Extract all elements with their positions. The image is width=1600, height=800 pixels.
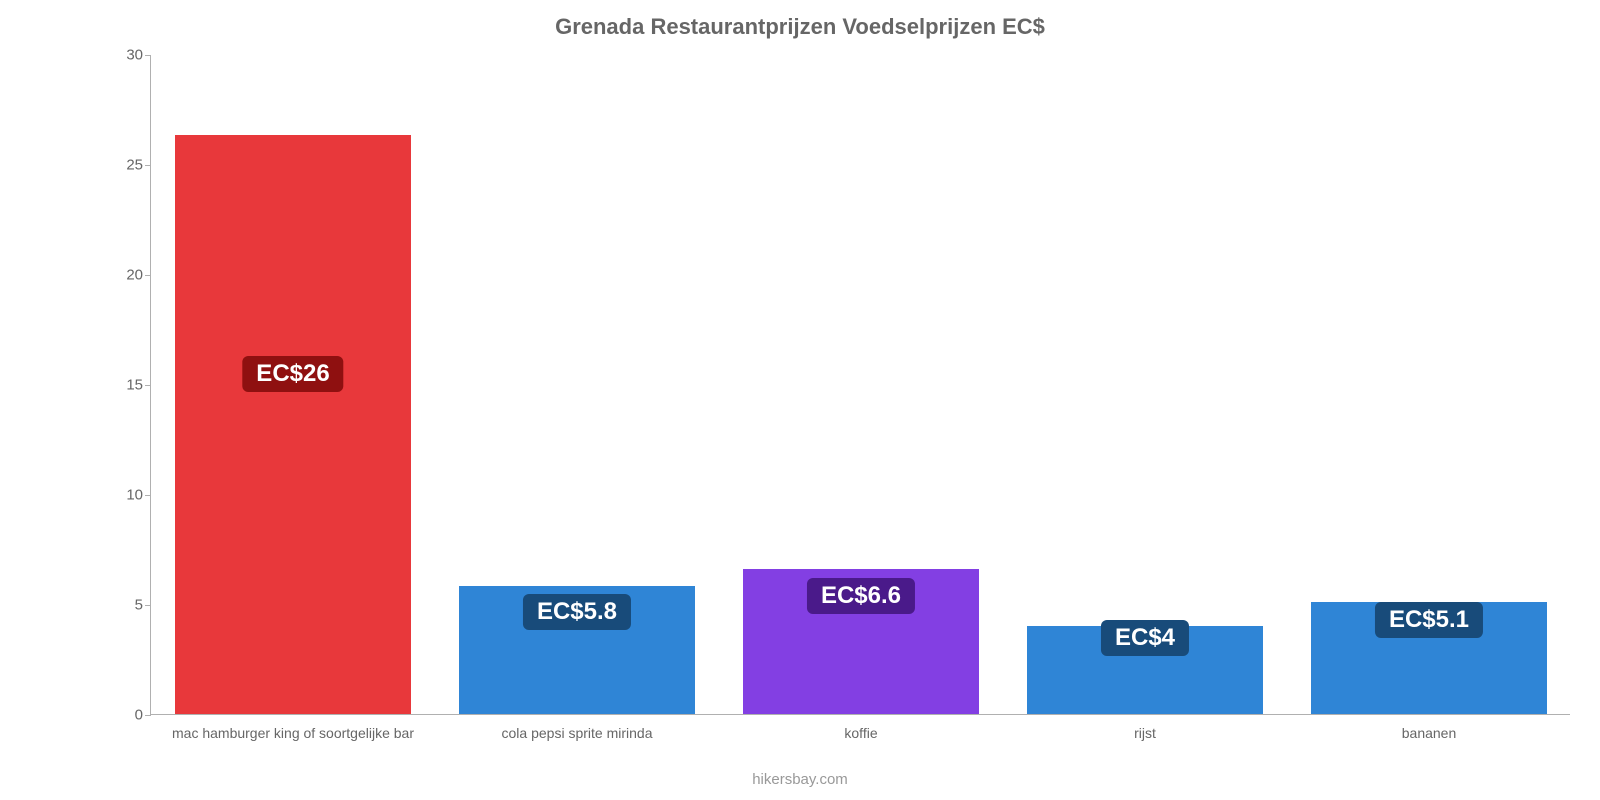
y-tick-mark — [145, 385, 151, 386]
y-tick-label: 30 — [101, 47, 143, 64]
y-tick-label: 15 — [101, 377, 143, 394]
value-badge: EC$5.1 — [1375, 602, 1483, 638]
x-tick-label: koffie — [844, 725, 877, 741]
y-tick-label: 20 — [101, 267, 143, 284]
value-badge: EC$6.6 — [807, 578, 915, 614]
x-tick-label: rijst — [1134, 725, 1156, 741]
chart-title: Grenada Restaurantprijzen Voedselprijzen… — [0, 0, 1600, 40]
y-tick-mark — [145, 605, 151, 606]
attribution-text: hikersbay.com — [0, 771, 1600, 788]
plot-area: 051015202530EC$26mac hamburger king of s… — [150, 55, 1570, 715]
chart-container: Grenada Restaurantprijzen Voedselprijzen… — [0, 0, 1600, 800]
y-tick-mark — [145, 715, 151, 716]
value-badge: EC$26 — [242, 356, 343, 392]
y-tick-mark — [145, 165, 151, 166]
x-tick-label: cola pepsi sprite mirinda — [502, 725, 653, 741]
x-tick-label: mac hamburger king of soortgelijke bar — [172, 725, 414, 741]
bar — [175, 135, 411, 714]
y-tick-mark — [145, 55, 151, 56]
x-tick-label: bananen — [1402, 725, 1457, 741]
y-tick-label: 5 — [101, 597, 143, 614]
y-tick-label: 0 — [101, 707, 143, 724]
y-tick-mark — [145, 275, 151, 276]
value-badge: EC$4 — [1101, 620, 1189, 656]
y-tick-label: 25 — [101, 157, 143, 174]
y-tick-mark — [145, 495, 151, 496]
y-tick-label: 10 — [101, 487, 143, 504]
value-badge: EC$5.8 — [523, 594, 631, 630]
